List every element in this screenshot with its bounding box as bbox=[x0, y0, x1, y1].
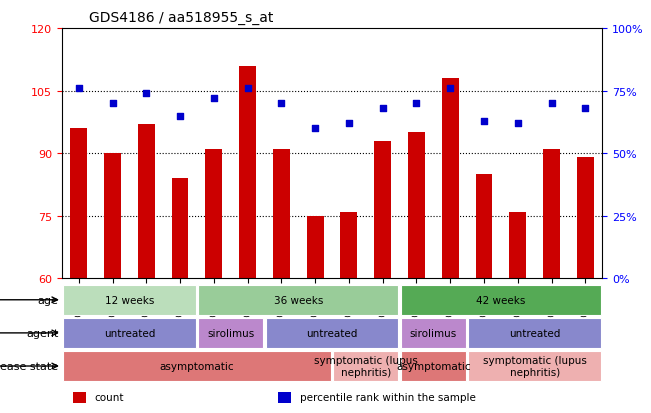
Bar bbox=[63, 285, 195, 315]
Bar bbox=[199, 285, 398, 315]
Point bbox=[276, 101, 286, 107]
Bar bbox=[104, 154, 121, 279]
Point bbox=[411, 101, 422, 107]
Text: disease state: disease state bbox=[0, 361, 59, 371]
Bar bbox=[73, 392, 86, 403]
Text: symptomatic (lupus
nephritis): symptomatic (lupus nephritis) bbox=[314, 355, 418, 377]
Point bbox=[445, 85, 456, 92]
Bar bbox=[475, 175, 492, 279]
Text: sirolimus: sirolimus bbox=[409, 328, 457, 338]
Text: untreated: untreated bbox=[307, 328, 357, 338]
Bar bbox=[273, 150, 290, 279]
Point bbox=[512, 121, 523, 127]
Text: count: count bbox=[94, 392, 124, 403]
Bar bbox=[401, 285, 601, 315]
Point bbox=[175, 113, 186, 120]
Bar bbox=[401, 351, 465, 381]
Bar bbox=[333, 351, 398, 381]
Bar bbox=[63, 318, 195, 348]
Point bbox=[242, 85, 253, 92]
Bar bbox=[278, 392, 292, 403]
Point bbox=[74, 85, 84, 92]
Bar bbox=[442, 79, 459, 279]
Point bbox=[310, 126, 320, 132]
Bar bbox=[266, 318, 398, 348]
Bar bbox=[239, 66, 256, 279]
Point bbox=[478, 118, 489, 125]
Text: agent: agent bbox=[26, 328, 59, 338]
Bar bbox=[199, 318, 263, 348]
Text: untreated: untreated bbox=[104, 328, 155, 338]
Text: untreated: untreated bbox=[509, 328, 561, 338]
Bar bbox=[172, 179, 189, 279]
Bar bbox=[577, 158, 594, 279]
Point bbox=[141, 90, 152, 97]
Bar bbox=[138, 125, 155, 279]
Text: asymptomatic: asymptomatic bbox=[396, 361, 471, 371]
Text: asymptomatic: asymptomatic bbox=[159, 361, 234, 371]
Bar bbox=[408, 133, 425, 279]
Bar bbox=[63, 351, 331, 381]
Bar bbox=[401, 318, 465, 348]
Point bbox=[580, 106, 590, 112]
Bar bbox=[205, 150, 222, 279]
Bar bbox=[374, 141, 391, 279]
Text: 42 weeks: 42 weeks bbox=[476, 295, 525, 305]
Bar bbox=[70, 129, 87, 279]
Bar bbox=[543, 150, 560, 279]
Text: percentile rank within the sample: percentile rank within the sample bbox=[299, 392, 475, 403]
Point bbox=[546, 101, 557, 107]
Bar bbox=[509, 212, 526, 279]
Text: 12 weeks: 12 weeks bbox=[105, 295, 154, 305]
Bar bbox=[469, 318, 601, 348]
Bar bbox=[340, 212, 357, 279]
Text: symptomatic (lupus
nephritis): symptomatic (lupus nephritis) bbox=[482, 355, 587, 377]
Bar bbox=[469, 351, 601, 381]
Point bbox=[344, 121, 354, 127]
Text: age: age bbox=[38, 295, 59, 305]
Point bbox=[107, 101, 118, 107]
Text: GDS4186 / aa518955_s_at: GDS4186 / aa518955_s_at bbox=[89, 11, 273, 25]
Point bbox=[378, 106, 388, 112]
Point bbox=[208, 95, 219, 102]
Text: sirolimus: sirolimus bbox=[207, 328, 255, 338]
Text: 36 weeks: 36 weeks bbox=[273, 295, 323, 305]
Bar bbox=[307, 216, 324, 279]
